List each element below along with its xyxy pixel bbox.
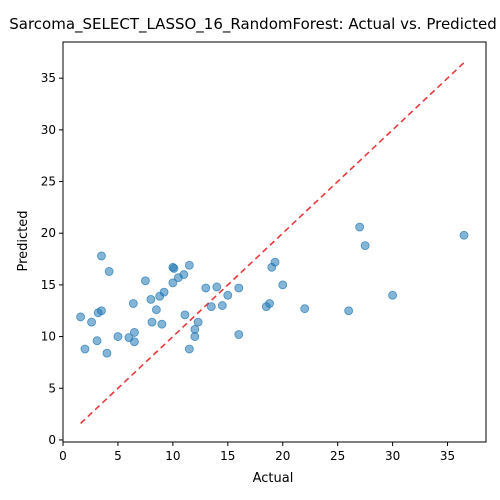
x-tick-label-7: 35 xyxy=(440,449,455,463)
x-tick-label-0: 0 xyxy=(59,449,67,463)
data-point-38 xyxy=(234,330,244,339)
data-point-16 xyxy=(147,317,157,327)
y-axis-label: Predicted xyxy=(16,210,31,271)
data-point-15 xyxy=(146,294,156,304)
data-point-8 xyxy=(104,267,114,276)
data-point-13 xyxy=(130,337,139,347)
x-tick-label-1: 5 xyxy=(114,449,122,463)
y-tick-label-0: 0 xyxy=(48,433,56,447)
data-point-40 xyxy=(265,299,274,308)
data-point-34 xyxy=(212,282,222,292)
data-point-22 xyxy=(169,263,179,273)
y-tick-label-2: 10 xyxy=(41,330,56,344)
data-point-31 xyxy=(193,317,203,327)
data-point-47 xyxy=(360,241,370,251)
data-point-30 xyxy=(190,332,200,341)
y-tick-label-6: 30 xyxy=(41,123,56,137)
data-point-12 xyxy=(130,328,139,337)
data-point-9 xyxy=(113,332,123,341)
data-point-1 xyxy=(80,344,90,354)
y-tick-label-4: 20 xyxy=(41,226,56,240)
data-point-29 xyxy=(190,324,200,334)
data-point-14 xyxy=(141,276,150,286)
y-tick-label-7: 35 xyxy=(41,71,56,85)
plot-area: 0 5 10 15 20 25 30 35 0 5 10 15 20 25 30 35 xyxy=(41,41,487,463)
data-point-23 xyxy=(168,278,178,288)
data-point-32 xyxy=(201,283,211,293)
data-point-45 xyxy=(344,306,354,316)
data-point-28 xyxy=(184,344,194,354)
data-point-7 xyxy=(102,348,112,358)
data-point-5 xyxy=(97,306,106,316)
x-axis-label: Actual xyxy=(253,471,294,486)
axes-frame xyxy=(62,41,487,443)
data-point-27 xyxy=(184,260,194,270)
data-point-43 xyxy=(278,280,288,290)
data-point-6 xyxy=(97,251,106,261)
data-point-26 xyxy=(180,310,190,320)
x-tick-label-3: 15 xyxy=(220,449,235,463)
data-point-19 xyxy=(157,319,167,329)
data-point-37 xyxy=(234,283,244,293)
x-tick-label-6: 30 xyxy=(385,449,400,463)
data-point-25 xyxy=(179,270,189,279)
data-point-3 xyxy=(92,336,102,346)
data-point-20 xyxy=(159,287,169,297)
data-point-42 xyxy=(270,257,280,267)
y-tick-label-5: 25 xyxy=(41,175,56,189)
data-point-44 xyxy=(300,304,310,314)
x-tick-label-5: 25 xyxy=(330,449,345,463)
data-point-36 xyxy=(223,290,233,300)
x-tick-label-2: 10 xyxy=(165,449,180,463)
data-point-46 xyxy=(355,222,365,232)
y-tick-label-1: 5 xyxy=(48,381,56,395)
data-point-2 xyxy=(87,317,96,327)
data-point-33 xyxy=(206,302,216,311)
reference-line xyxy=(80,62,465,424)
data-point-17 xyxy=(151,305,161,315)
data-point-49 xyxy=(459,230,469,240)
data-point-11 xyxy=(128,299,138,308)
y-tick-label-3: 15 xyxy=(41,278,56,292)
chart-title: Sarcoma_SELECT_LASSO_16_RandomForest: Ac… xyxy=(9,15,497,34)
data-point-0 xyxy=(76,312,85,322)
data-point-35 xyxy=(217,301,227,310)
x-tick-label-4: 20 xyxy=(275,449,290,463)
data-point-48 xyxy=(388,290,398,300)
